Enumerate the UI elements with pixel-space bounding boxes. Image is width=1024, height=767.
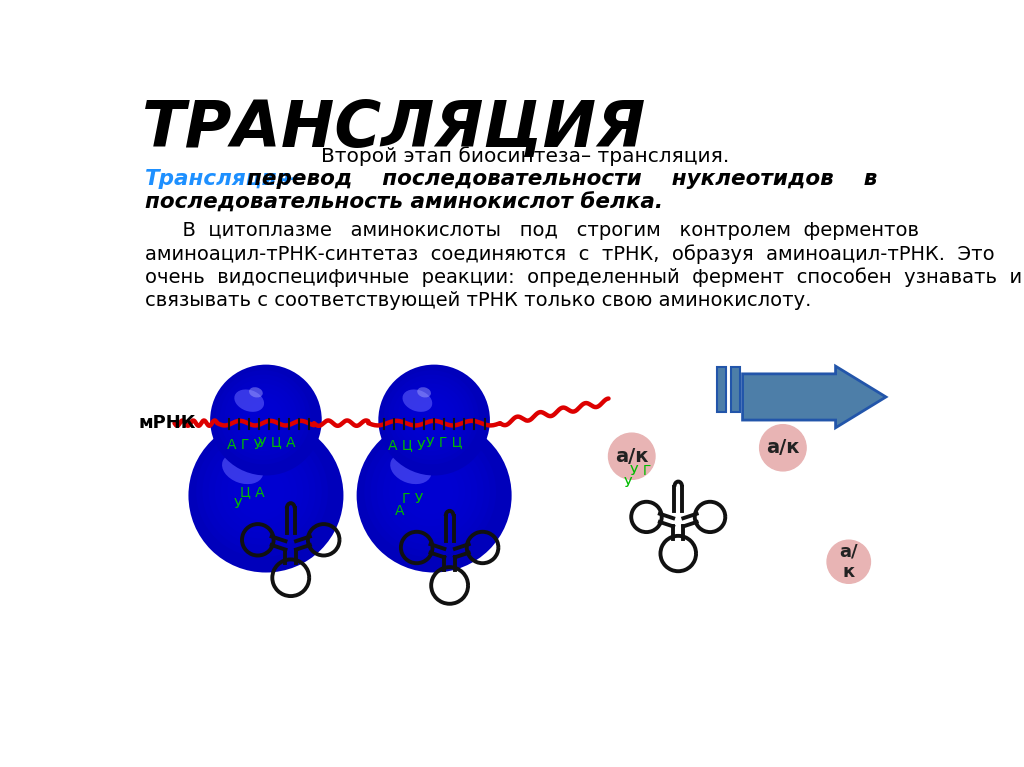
Text: аминоацил-тРНК-синтетаз  соединяются  с  тРНК,  образуя  аминоацил-тРНК.  Это: аминоацил-тРНК-синтетаз соединяются с тР… [145, 245, 994, 264]
Text: ТРАНСЛЯЦИЯ: ТРАНСЛЯЦИЯ [142, 98, 646, 160]
Circle shape [384, 370, 479, 464]
Circle shape [397, 384, 465, 451]
Circle shape [393, 379, 470, 456]
Circle shape [395, 457, 465, 526]
Circle shape [224, 379, 302, 456]
Circle shape [378, 364, 489, 476]
Text: У: У [624, 476, 632, 490]
Circle shape [407, 393, 457, 443]
Circle shape [243, 397, 284, 438]
Circle shape [401, 463, 459, 520]
Bar [731, 367, 740, 412]
Circle shape [415, 401, 447, 433]
Text: А Ц У: А Ц У [388, 438, 425, 452]
Ellipse shape [243, 450, 261, 464]
Text: а/
к: а/ к [840, 542, 858, 581]
Circle shape [221, 451, 303, 532]
Ellipse shape [222, 453, 263, 484]
Ellipse shape [402, 390, 432, 412]
Circle shape [216, 370, 310, 464]
Bar [717, 367, 726, 412]
Circle shape [197, 426, 328, 557]
Circle shape [209, 439, 315, 545]
Text: А Г У: А Г У [227, 438, 262, 452]
Text: У: У [233, 497, 243, 511]
Circle shape [220, 374, 306, 460]
Circle shape [365, 426, 496, 557]
Ellipse shape [249, 387, 263, 397]
Text: Трансляция–: Трансляция– [145, 169, 302, 189]
Text: Второй этап биосинтеза– трансляция.: Второй этап биосинтеза– трансляция. [321, 146, 729, 166]
Text: А: А [394, 504, 404, 518]
Circle shape [371, 433, 489, 551]
Circle shape [388, 374, 474, 460]
Circle shape [411, 397, 452, 438]
Circle shape [389, 451, 471, 532]
Circle shape [229, 384, 297, 451]
Circle shape [240, 469, 285, 514]
Circle shape [377, 439, 483, 545]
Ellipse shape [411, 450, 430, 464]
Text: перевод    последовательности    нуклеотидов    в: перевод последовательности нуклеотидов в [247, 169, 877, 189]
Circle shape [401, 388, 461, 446]
Text: В  цитоплазме   аминокислоты   под   строгим   контролем  ферментов: В цитоплазме аминокислоты под строгим ко… [145, 222, 920, 240]
Text: У Г: У Г [631, 464, 651, 478]
Text: связывать с соответствующей тРНК только свою аминокислоту.: связывать с соответствующей тРНК только … [145, 291, 811, 310]
Text: мРНК: мРНК [139, 414, 197, 432]
Circle shape [408, 469, 453, 514]
Text: последовательность аминокислот белка.: последовательность аминокислот белка. [145, 193, 664, 212]
Text: а/к: а/к [766, 438, 800, 457]
Ellipse shape [417, 387, 431, 397]
Circle shape [188, 419, 343, 572]
Circle shape [760, 425, 806, 471]
Circle shape [227, 457, 297, 526]
Circle shape [827, 540, 870, 583]
Text: Ц А: Ц А [240, 486, 264, 499]
Circle shape [233, 463, 291, 520]
Circle shape [383, 445, 477, 538]
Text: Г У: Г У [401, 492, 423, 505]
Circle shape [238, 393, 289, 443]
Ellipse shape [234, 390, 264, 412]
Text: очень  видоспецифичные  реакции:  определенный  фермент  способен  узнавать  и: очень видоспецифичные реакции: определен… [145, 268, 1022, 288]
FancyArrow shape [742, 366, 886, 428]
Circle shape [203, 433, 322, 551]
Text: а/к: а/к [615, 446, 648, 466]
Circle shape [215, 445, 309, 538]
Text: У Г Ц: У Г Ц [426, 435, 463, 449]
Circle shape [356, 419, 512, 572]
Circle shape [608, 433, 655, 479]
Circle shape [210, 364, 322, 476]
Circle shape [247, 401, 280, 433]
Circle shape [233, 388, 293, 446]
Ellipse shape [390, 453, 431, 484]
Text: У Ц А: У Ц А [258, 436, 296, 449]
